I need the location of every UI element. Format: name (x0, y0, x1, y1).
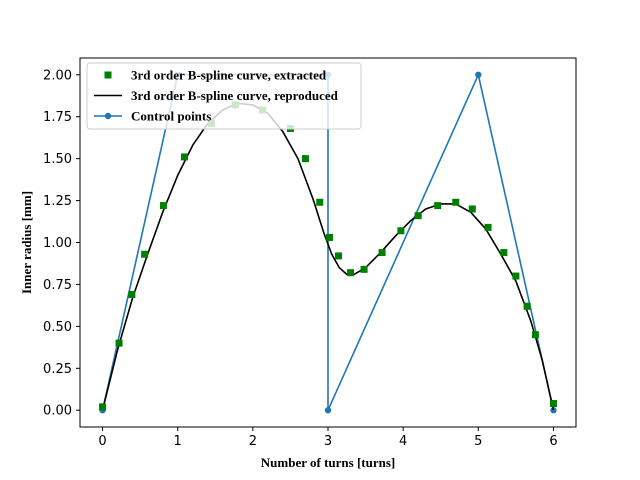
legend-swatch-marker (104, 112, 112, 120)
x-tick-label: 0 (98, 434, 106, 449)
x-axis-label: Number of turns [turns] (261, 455, 395, 470)
y-tick-label: 0.75 (43, 278, 72, 293)
legend-label: Control points (131, 109, 211, 124)
data-point (512, 272, 520, 280)
data-point (180, 153, 188, 161)
y-tick-label: 0.00 (43, 404, 72, 419)
control-point (324, 407, 332, 414)
y-tick-label: 1.75 (43, 110, 72, 125)
legend-label: 3rd order B-spline curve, extracted (131, 68, 327, 83)
data-point (99, 403, 107, 411)
y-tick-label: 1.00 (43, 236, 72, 251)
x-tick-label: 5 (474, 434, 482, 449)
data-point (335, 252, 343, 260)
data-point (378, 249, 386, 257)
x-tick-label: 4 (399, 434, 407, 449)
data-point (316, 198, 324, 206)
data-point (468, 205, 476, 213)
x-tick-label: 3 (324, 434, 332, 449)
y-tick-label: 0.25 (43, 362, 72, 377)
data-point (523, 302, 531, 310)
y-axis: 0.00 0.25 0.50 0.75 1.00 1.25 1.50 1.75 2.00 (43, 68, 80, 419)
y-axis-label: Inner radius [mm] (19, 191, 34, 294)
data-point (301, 155, 309, 163)
x-tick-label: 6 (549, 434, 557, 449)
y-tick-label: 0.50 (43, 320, 72, 335)
legend-box (86, 62, 362, 130)
legend-entry: 3rd order B-spline curve, extracted (104, 68, 327, 83)
data-point (414, 212, 422, 220)
data-point (141, 250, 149, 258)
legend-entry: Control points (94, 109, 211, 124)
x-tick-label: 1 (174, 434, 182, 449)
data-point (397, 227, 405, 235)
data-point (484, 223, 492, 231)
x-axis: 0 1 2 3 4 5 6 (98, 427, 558, 449)
data-point (159, 202, 167, 210)
data-point (500, 249, 508, 257)
control-point (475, 71, 482, 78)
data-point (452, 198, 460, 206)
legend-entry: 3rd order B-spline curve, reproduced (94, 88, 339, 103)
legend-label: 3rd order B-spline curve, reproduced (131, 88, 339, 103)
y-tick-label: 1.25 (43, 194, 72, 209)
x-tick-label: 2 (249, 434, 257, 449)
data-point (115, 339, 123, 347)
data-point (326, 233, 334, 241)
data-point (531, 331, 539, 339)
data-point (128, 290, 136, 298)
data-point (360, 265, 368, 273)
data-point (434, 202, 442, 210)
legend: 3rd order B-spline curve, extracted 3rd o… (86, 62, 362, 130)
y-tick-label: 1.50 (43, 152, 72, 167)
legend-swatch-marker (104, 71, 112, 79)
data-point (347, 269, 355, 277)
y-tick-label: 2.00 (43, 68, 72, 83)
data-point (549, 400, 557, 408)
